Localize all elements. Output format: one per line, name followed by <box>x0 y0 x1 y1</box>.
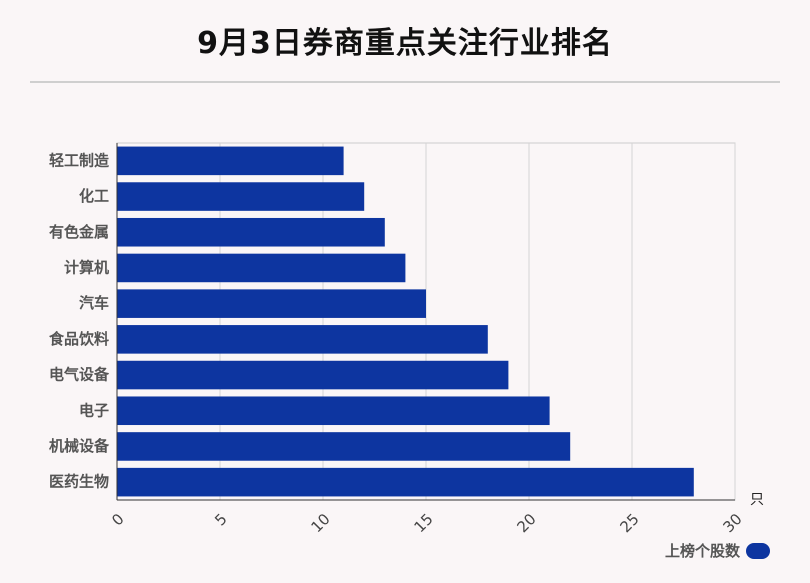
category-label: 计算机 <box>64 258 109 276</box>
tick-labels: 0 5 10 15 20 25 30只 <box>108 492 764 536</box>
bar <box>117 467 694 497</box>
category-label: 机械设备 <box>49 437 110 455</box>
bar <box>117 325 488 354</box>
legend: 上榜个股数 <box>665 540 770 561</box>
bar <box>117 396 550 426</box>
x-tick-label: 20 <box>514 510 540 536</box>
x-tick-label: 15 <box>411 510 437 536</box>
category-label: 汽车 <box>79 294 109 312</box>
x-tick-label: 0 <box>108 510 127 529</box>
category-label: 食品饮料 <box>49 330 109 348</box>
axes <box>116 143 735 501</box>
category-label: 电气设备 <box>49 366 110 384</box>
bar <box>117 360 509 390</box>
bars <box>117 146 694 497</box>
category-label: 化工 <box>79 187 109 205</box>
legend-label: 上榜个股数 <box>664 542 740 560</box>
bar <box>117 432 571 461</box>
bar <box>117 217 385 247</box>
bar <box>117 253 406 283</box>
bar <box>117 289 426 318</box>
title-divider <box>30 81 780 83</box>
x-tick-label: 10 <box>308 510 334 536</box>
category-label: 电子 <box>79 401 109 419</box>
bar <box>117 146 344 176</box>
x-unit-label: 只 <box>750 492 764 508</box>
x-tick-label: 30 <box>720 510 746 536</box>
category-label: 有色金属 <box>49 223 109 241</box>
category-label: 医药生物 <box>49 473 109 491</box>
legend-swatch <box>746 542 770 559</box>
bar <box>117 182 365 211</box>
x-tick-label: 25 <box>617 510 643 536</box>
x-tick-label: 5 <box>211 510 230 529</box>
category-label: 轻工制造 <box>49 151 109 169</box>
chart-title: 9月3日券商重点关注行业排名 <box>197 26 613 61</box>
